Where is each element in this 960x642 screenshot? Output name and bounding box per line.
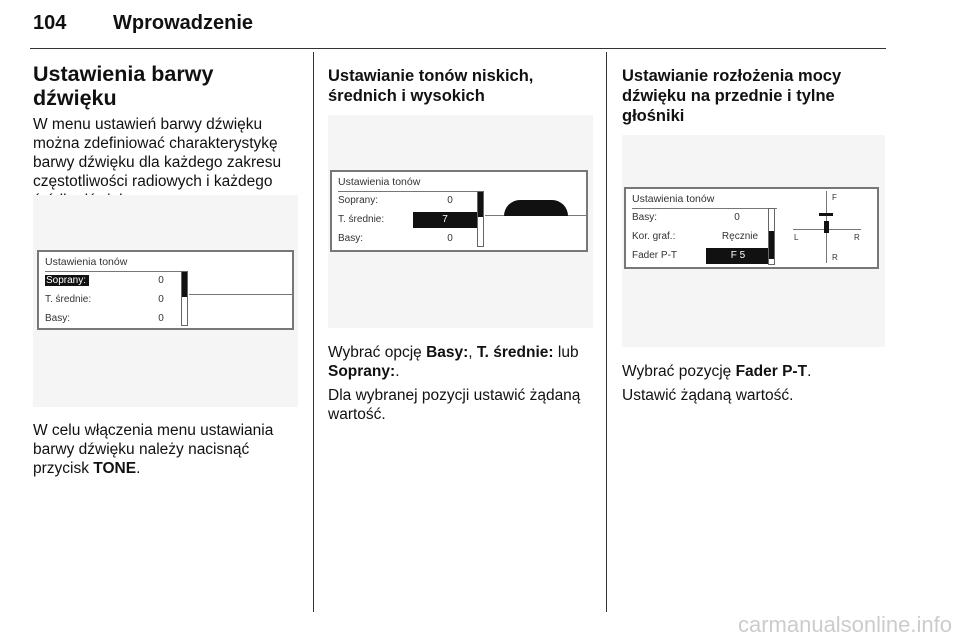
display-screen: Ustawienia tonów Basy: 0 Kor. graf.: Ręczn… (624, 187, 879, 269)
paragraph: W celu włączenia menu ustawiania barwy d… (33, 422, 274, 477)
section-title: Wprowadzenie (113, 12, 254, 34)
screen-row: Kor. graf.: Ręcznie (632, 231, 759, 242)
watermark: carmanualsonline.info (737, 612, 952, 637)
screen-row: Basy: 0 (338, 233, 453, 244)
display-screen: Ustawienia tonów Soprany: 0 T. średnie: 7 … (330, 170, 588, 252)
paragraph: Ustawić żądaną wartość. (622, 387, 794, 404)
paragraph: Dla wybranej pozycji ustawić żądaną wart… (328, 387, 581, 423)
screen-title: Ustawienia tonów (338, 176, 421, 188)
screen-row: T. średnie: 7 (338, 212, 478, 228)
column-3-body: Wybrać pozycję Fader P-T. Ustawić żądaną… (622, 362, 887, 405)
screen-row: Fader P-T F 5 (632, 248, 772, 264)
screen-title: Ustawienia tonów (632, 193, 715, 205)
column-1-footer: W celu włączenia menu ustawiania barwy d… (33, 421, 303, 478)
paragraph: W menu ustawień barwy dźwięku można zdef… (33, 116, 282, 209)
page-number: 104 (33, 12, 67, 34)
column-divider (313, 52, 314, 612)
screen-row: Basy: 0 (632, 212, 740, 223)
column-3: Ustawianie rozłożenia mocy dźwięku na pr… (622, 66, 887, 126)
display-screen: Ustawienia tonów Soprany: 0 T. średnie: 0 … (37, 250, 294, 330)
column-divider (606, 52, 607, 612)
eq-curve (504, 200, 568, 216)
heading: Ustawianie tonów niskich, średnich i wys… (328, 67, 534, 105)
screen-row: T. średnie: 0 (45, 294, 164, 305)
screen-row: Basy: 0 (45, 313, 164, 324)
scrollbar (477, 191, 484, 247)
heading: Ustawianie rozłożenia mocy dźwięku na pr… (622, 67, 842, 125)
screen-row: Soprany: 0 (338, 195, 453, 206)
header-rule (30, 48, 886, 49)
column-1: Ustawienia barwy dźwięku W menu ustawień… (33, 62, 303, 210)
screen-title: Ustawienia tonów (45, 256, 128, 268)
screen-row: Soprany: 0 (45, 275, 164, 286)
paragraph: Wybrać opcję Basy:, T. średnie: lub Sopr… (328, 344, 579, 380)
column-2: Ustawianie tonów niskich, średnich i wys… (328, 66, 598, 106)
heading: Ustawienia barwy dźwięku (33, 62, 214, 110)
scrollbar (768, 208, 775, 265)
figure-mid-tones: Ustawienia tonów Soprany: 0 T. średnie: 7 … (328, 115, 593, 328)
column-2-body: Wybrać opcję Basy:, T. średnie: lub Sopr… (328, 343, 600, 424)
figure-tone-settings: Ustawienia tonów Soprany: 0 T. średnie: 0 … (33, 195, 298, 407)
scrollbar (181, 271, 188, 326)
paragraph: Wybrać pozycję Fader P-T. (622, 363, 812, 380)
fader-marker (819, 213, 833, 216)
figure-fader: Ustawienia tonów Basy: 0 Kor. graf.: Ręczn… (622, 135, 885, 347)
